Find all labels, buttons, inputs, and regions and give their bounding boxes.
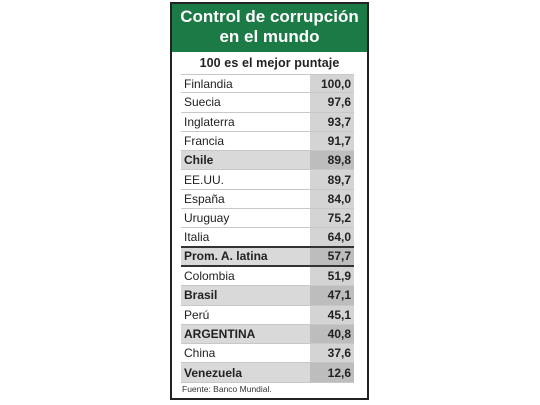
title-line-1: Control de corrupción <box>180 7 359 26</box>
table-row: Chile 89,8 <box>181 151 354 171</box>
country-label: ARGENTINA <box>184 327 256 341</box>
table-row: Italia 64,0 <box>181 228 354 248</box>
table-row: EE.UU. 89,7 <box>181 170 354 190</box>
score-value: 64,0 <box>310 228 354 246</box>
score-value: 93,7 <box>310 112 354 131</box>
score-value: 51,9 <box>310 266 354 286</box>
score-value: 84,0 <box>310 189 354 209</box>
subtitle: 100 es el mejor puntaje <box>199 56 340 70</box>
country-label: Perú <box>184 307 210 322</box>
ranking-table: Finlandia 100,0 Suecia 97,6 Inglaterra 93,7 Fr… <box>181 74 354 383</box>
table-row: Inglaterra 93,7 <box>181 112 354 132</box>
table-row: Venezuela 12,6 <box>181 363 354 383</box>
score-value: 89,7 <box>310 170 354 189</box>
table-row: Brasil 47,1 <box>181 286 354 306</box>
country-label: Finlandia <box>184 76 233 91</box>
table-row: Francia 91,7 <box>181 131 354 152</box>
table-row: Prom. A. latina 57,7 <box>181 247 354 267</box>
country-label: Suecia <box>184 95 221 110</box>
country-label: Francia <box>184 134 225 149</box>
country-label: EE.UU. <box>184 172 225 187</box>
score-value: 57,7 <box>310 247 354 265</box>
score-value: 75,2 <box>310 209 354 228</box>
country-label: Chile <box>184 153 214 168</box>
table-row: Suecia 97,6 <box>181 93 354 113</box>
score-value: 45,1 <box>310 305 354 324</box>
score-value: 91,7 <box>310 131 354 151</box>
table-row: ARGENTINA 40,8 <box>181 324 354 345</box>
table-row: Uruguay 75,2 <box>181 209 354 229</box>
header-banner: Control de corrupción en el mundo <box>172 4 367 52</box>
country-label: Inglaterra <box>184 114 235 129</box>
country-label: China <box>184 346 216 361</box>
source-note: Fuente: Banco Mundial. <box>182 384 272 394</box>
country-label: Venezuela <box>184 365 243 380</box>
score-value: 12,6 <box>310 363 354 382</box>
table-row: China 37,6 <box>181 344 354 364</box>
table-row: Perú 45,1 <box>181 305 354 325</box>
table-row: Colombia 51,9 <box>181 266 354 287</box>
score-value: 97,6 <box>310 93 354 112</box>
score-value: 89,8 <box>310 151 354 170</box>
country-label: España <box>184 191 225 206</box>
corruption-table-card: Control de corrupción en el mundo 100 es… <box>170 2 369 400</box>
table-row: Finlandia 100,0 <box>181 74 354 94</box>
country-label: Italia <box>184 230 210 245</box>
score-value: 37,6 <box>310 344 354 363</box>
score-value: 47,1 <box>310 286 354 305</box>
country-label: Colombia <box>184 269 235 284</box>
table-row: España 84,0 <box>181 189 354 210</box>
score-value: 40,8 <box>310 324 354 344</box>
title-line-2: en el mundo <box>219 27 320 46</box>
country-label: Brasil <box>184 288 218 303</box>
score-value: 100,0 <box>310 75 354 93</box>
country-label: Uruguay <box>184 211 230 226</box>
country-label: Prom. A. latina <box>184 249 268 264</box>
